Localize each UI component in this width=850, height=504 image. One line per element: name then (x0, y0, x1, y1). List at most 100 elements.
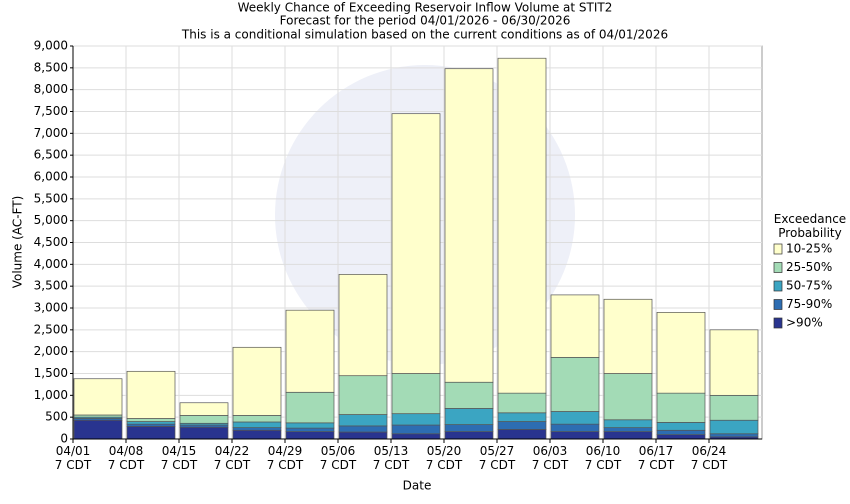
bar-segment (179, 426, 229, 440)
x-tick-label: 04/22 7 CDT (214, 444, 251, 472)
y-axis-label: Volume (AC-FT) (11, 196, 25, 289)
bar-segment (656, 312, 706, 394)
bar-segment (126, 370, 176, 419)
bar-segment (444, 431, 494, 440)
legend-label: 75-90% (786, 297, 832, 311)
x-tick-label: 05/20 7 CDT (426, 444, 463, 472)
bar-segment (126, 421, 176, 425)
bar-segment (550, 423, 600, 432)
bar-segment (550, 411, 600, 425)
bar-segment (497, 412, 547, 422)
bar-segment (709, 433, 759, 438)
legend-swatch (773, 280, 783, 292)
bar-segment (73, 378, 123, 416)
legend-swatch (773, 317, 783, 329)
bar-segment (550, 294, 600, 358)
chart-title: Weekly Chance of Exceeding Reservoir Inf… (238, 1, 613, 15)
bar-segment (285, 391, 335, 424)
bar-segment (391, 413, 441, 426)
chart-subtitle: Forecast for the period 04/01/2026 - 06/… (280, 14, 571, 28)
bar-segment (603, 373, 653, 421)
bar-segment (656, 429, 706, 435)
y-tick-label: 4,500 (34, 235, 68, 249)
x-tick-label: 04/29 7 CDT (267, 444, 304, 472)
bar-segment (232, 415, 282, 423)
y-tick-label: 1,000 (34, 388, 68, 402)
legend-label: 25-50% (786, 260, 832, 274)
bar-segment (285, 427, 335, 432)
bar-segment (709, 329, 759, 396)
y-tick-label: 3,500 (34, 279, 68, 293)
y-tick-label: 8,500 (34, 60, 68, 74)
bar-segment (179, 402, 229, 416)
x-tick-label: 06/24 7 CDT (691, 444, 728, 472)
bar-segment (497, 429, 547, 440)
y-tick-label: 7,500 (34, 104, 68, 118)
bar-segment (126, 418, 176, 422)
legend-title: Exceedance Probability (774, 212, 846, 240)
y-tick-label: 4,000 (34, 257, 68, 271)
bar-segment (338, 375, 388, 415)
bar-segment (444, 381, 494, 409)
bar-segment (391, 433, 441, 440)
bar-segment (709, 419, 759, 435)
legend-label: 10-25% (786, 242, 832, 256)
bar-segment (603, 427, 653, 432)
bar-segment (179, 415, 229, 424)
bar-segment (709, 394, 759, 421)
legend-swatch (773, 262, 783, 273)
legend-swatch (773, 243, 783, 255)
bar-segment (603, 419, 653, 428)
bar-segment (603, 431, 653, 440)
y-tick-label: 6,000 (34, 170, 68, 184)
y-tick-label: 500 (45, 410, 68, 424)
bar-segment (285, 309, 335, 393)
bar-segment (232, 429, 282, 440)
x-tick-label: 05/27 7 CDT (479, 444, 516, 472)
x-tick-label: 06/17 7 CDT (638, 444, 675, 472)
bar-segment (338, 274, 388, 377)
bar-segment (444, 68, 494, 383)
x-tick-label: 04/15 7 CDT (161, 444, 198, 472)
legend-label: >90% (786, 316, 823, 330)
bar-segment (497, 57, 547, 394)
x-tick-label: 05/06 7 CDT (320, 444, 357, 472)
bar-segment (391, 424, 441, 435)
bar-segment (126, 425, 176, 440)
legend-swatch (773, 299, 783, 310)
bar-segment (444, 424, 494, 432)
y-tick-label: 9,000 (34, 39, 68, 53)
bar-segment (232, 427, 282, 431)
y-tick-label: 8,000 (34, 82, 68, 96)
x-tick-label: 04/08 7 CDT (108, 444, 145, 472)
bar-segment (232, 346, 282, 416)
bar-segment (285, 422, 335, 429)
y-tick-label: 5,000 (34, 213, 68, 227)
bar-segment (497, 421, 547, 430)
bar-segment (391, 373, 441, 415)
bar-segment (497, 392, 547, 414)
y-tick-label: 1,500 (34, 366, 68, 380)
bar-segment (656, 392, 706, 423)
legend-label: 50-75% (786, 279, 832, 293)
bar-segment (656, 422, 706, 431)
y-tick-label: 6,500 (34, 148, 68, 162)
bar-segment (656, 434, 706, 440)
x-tick-label: 05/13 7 CDT (373, 444, 410, 472)
bar-segment (444, 408, 494, 425)
bar-segment (603, 298, 653, 374)
bar-segment (73, 419, 123, 440)
x-tick-label: 06/10 7 CDT (585, 444, 622, 472)
bar-segment (285, 431, 335, 440)
bar-segment (338, 431, 388, 440)
y-tick-label: 0 (60, 432, 68, 446)
x-axis-label: Date (403, 479, 432, 493)
bar-segment (338, 414, 388, 427)
x-tick-label: 06/03 7 CDT (532, 444, 569, 472)
bar-segment (550, 356, 600, 412)
chart-subtitle: This is a conditional simulation based o… (181, 28, 668, 42)
bar-segment (338, 425, 388, 433)
bar-segment (391, 113, 441, 374)
bar-segment (550, 431, 600, 440)
